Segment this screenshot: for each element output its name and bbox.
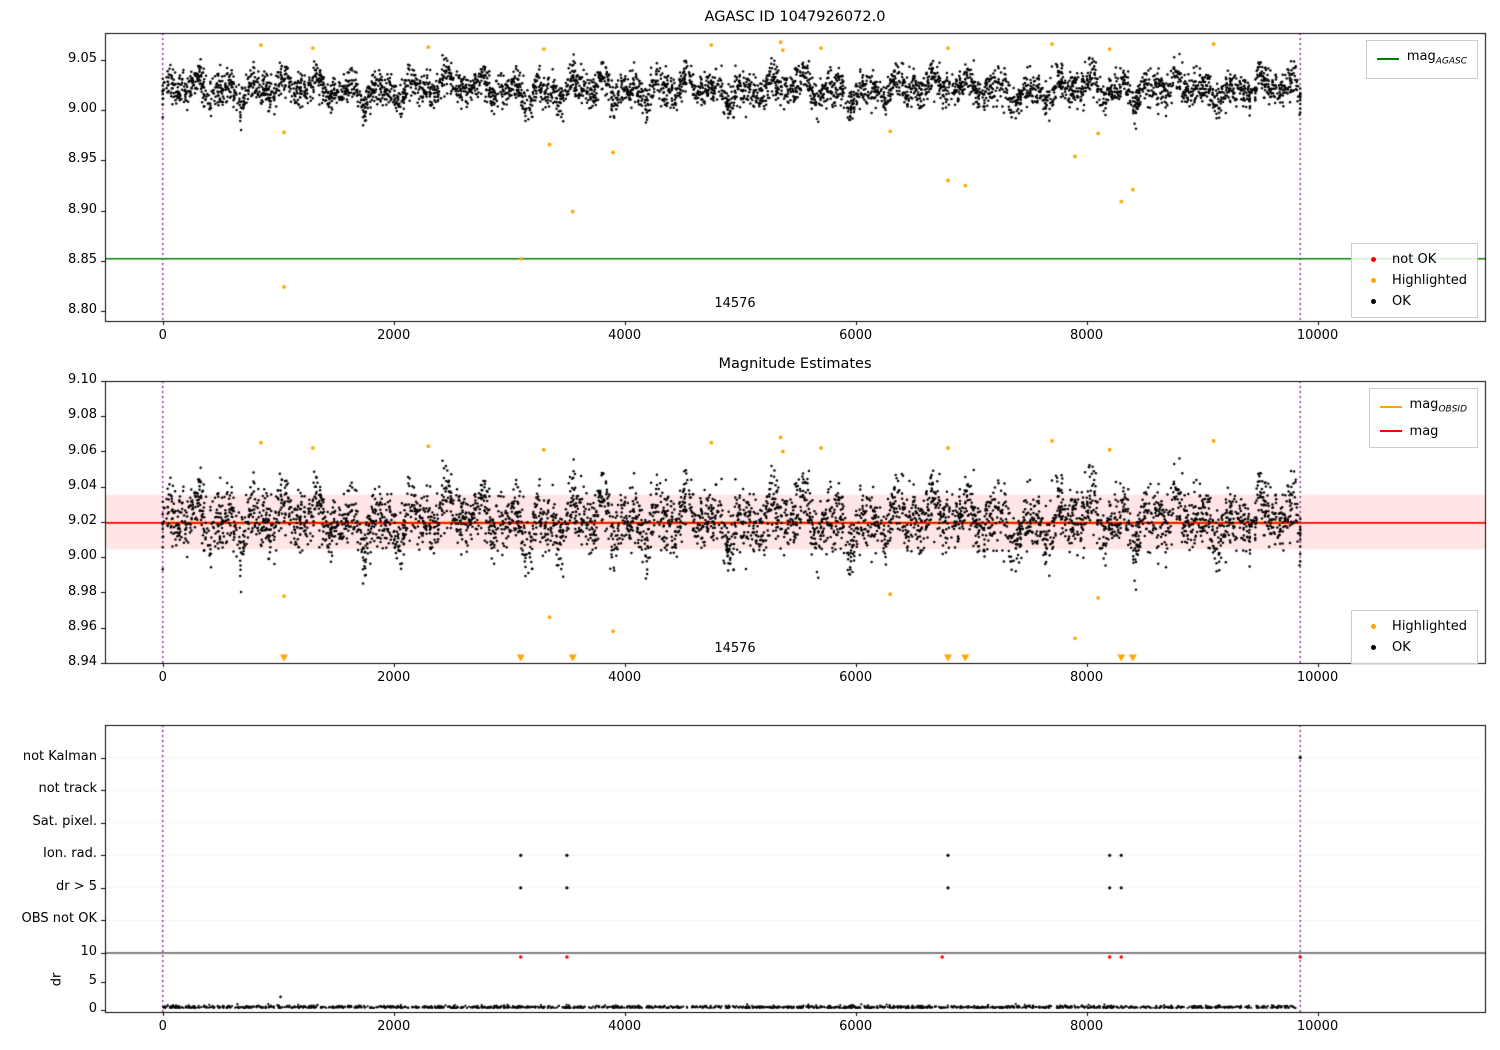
dr-ytick-label: 5 bbox=[88, 972, 97, 988]
legend-label: mag bbox=[1409, 423, 1439, 439]
top-xtick-label: 0 bbox=[158, 328, 167, 343]
legend-entry: mag bbox=[1379, 421, 1467, 442]
dr-ytick-label: 0 bbox=[88, 1001, 97, 1016]
flag-category-label: not Kalman bbox=[22, 748, 97, 764]
middle-xtick-label: 6000 bbox=[839, 670, 873, 685]
flag-category-label: OBS not OK bbox=[21, 911, 98, 927]
middle-ytick-label: 9.06 bbox=[68, 442, 97, 458]
legend-label: not OK bbox=[1392, 252, 1437, 267]
legend-dot-swatch bbox=[1362, 299, 1384, 304]
legend-dot-swatch bbox=[1362, 257, 1384, 262]
top-xtick-label: 10000 bbox=[1296, 328, 1339, 343]
top-plot-lower-legend: not OK Highlighted OK bbox=[1351, 243, 1478, 318]
bottom-xtick-label: 8000 bbox=[1070, 1019, 1104, 1034]
top-xtick-label: 2000 bbox=[377, 328, 411, 343]
legend-label: magOBSID bbox=[1409, 397, 1467, 415]
middle-ytick-label: 9.00 bbox=[68, 548, 97, 564]
top-ytick-label: 8.90 bbox=[68, 201, 97, 217]
legend-line-swatch bbox=[1376, 58, 1399, 61]
top-plot-annotation: 14576 bbox=[714, 296, 756, 311]
flag-category-label: dr > 5 bbox=[55, 878, 97, 894]
top-ytick-label: 9.00 bbox=[68, 101, 97, 117]
legend-label: OK bbox=[1392, 640, 1411, 655]
middle-xtick-label: 4000 bbox=[608, 670, 642, 685]
legend-label: OK bbox=[1392, 294, 1411, 309]
legend-line-swatch bbox=[1379, 406, 1402, 409]
middle-ytick-label: 9.10 bbox=[68, 372, 97, 387]
top-plot-title: AGASC ID 1047926072.0 bbox=[704, 9, 886, 25]
flag-category-label: not track bbox=[38, 781, 97, 797]
flag-category-label: Ion. rad. bbox=[43, 846, 97, 862]
legend-entry: magOBSID bbox=[1379, 394, 1467, 421]
legend-line-swatch bbox=[1379, 430, 1402, 433]
bottom-xtick-label: 4000 bbox=[608, 1019, 642, 1034]
top-ytick-label: 9.05 bbox=[68, 51, 97, 67]
legend-label: Highlighted bbox=[1392, 619, 1467, 634]
legend-label: magAGASC bbox=[1406, 49, 1467, 67]
legend-entry: OK bbox=[1362, 637, 1467, 658]
middle-plot-upper-legend: magOBSID mag bbox=[1368, 388, 1478, 448]
legend-entry: Highlighted bbox=[1362, 270, 1467, 291]
top-xtick-label: 4000 bbox=[608, 328, 642, 343]
middle-xtick-label: 2000 bbox=[377, 670, 411, 685]
middle-ytick-label: 9.08 bbox=[68, 407, 97, 423]
bottom-xtick-label: 6000 bbox=[839, 1019, 873, 1034]
legend-label: Highlighted bbox=[1392, 273, 1467, 288]
middle-plot-annotation: 14576 bbox=[714, 641, 756, 656]
middle-ytick-label: 8.94 bbox=[68, 654, 97, 669]
top-ytick-label: 8.80 bbox=[68, 301, 97, 317]
legend-entry: OK bbox=[1362, 291, 1467, 312]
middle-ytick-label: 9.02 bbox=[68, 513, 97, 528]
legend-dot-swatch bbox=[1362, 624, 1384, 629]
flag-category-label: Sat. pixel. bbox=[32, 813, 97, 829]
bottom-xtick-label: 2000 bbox=[377, 1019, 411, 1034]
middle-ytick-label: 9.04 bbox=[68, 477, 97, 493]
top-xtick-label: 8000 bbox=[1070, 328, 1104, 343]
middle-ytick-label: 8.98 bbox=[68, 583, 97, 599]
middle-plot-title: Magnitude Estimates bbox=[718, 356, 872, 372]
top-ytick-label: 8.95 bbox=[68, 151, 97, 167]
legend-entry: not OK bbox=[1362, 249, 1467, 270]
top-xtick-label: 6000 bbox=[839, 328, 873, 343]
middle-xtick-label: 0 bbox=[158, 670, 167, 685]
middle-ytick-label: 8.96 bbox=[68, 618, 97, 634]
middle-xtick-label: 10000 bbox=[1296, 670, 1339, 685]
legend-entry: magAGASC bbox=[1376, 46, 1467, 73]
bottom-xtick-label: 0 bbox=[158, 1019, 167, 1034]
legend-entry: Highlighted bbox=[1362, 616, 1467, 637]
top-plot-upper-legend: magAGASC bbox=[1365, 40, 1478, 79]
middle-xtick-label: 8000 bbox=[1070, 670, 1104, 685]
middle-plot-lower-legend: Highlighted OK bbox=[1351, 610, 1478, 664]
legend-dot-swatch bbox=[1362, 278, 1384, 283]
dr-ytick-label: 10 bbox=[80, 944, 97, 959]
bottom-xtick-label: 10000 bbox=[1296, 1019, 1339, 1034]
legend-dot-swatch bbox=[1362, 645, 1384, 650]
top-ytick-label: 8.85 bbox=[68, 251, 97, 267]
